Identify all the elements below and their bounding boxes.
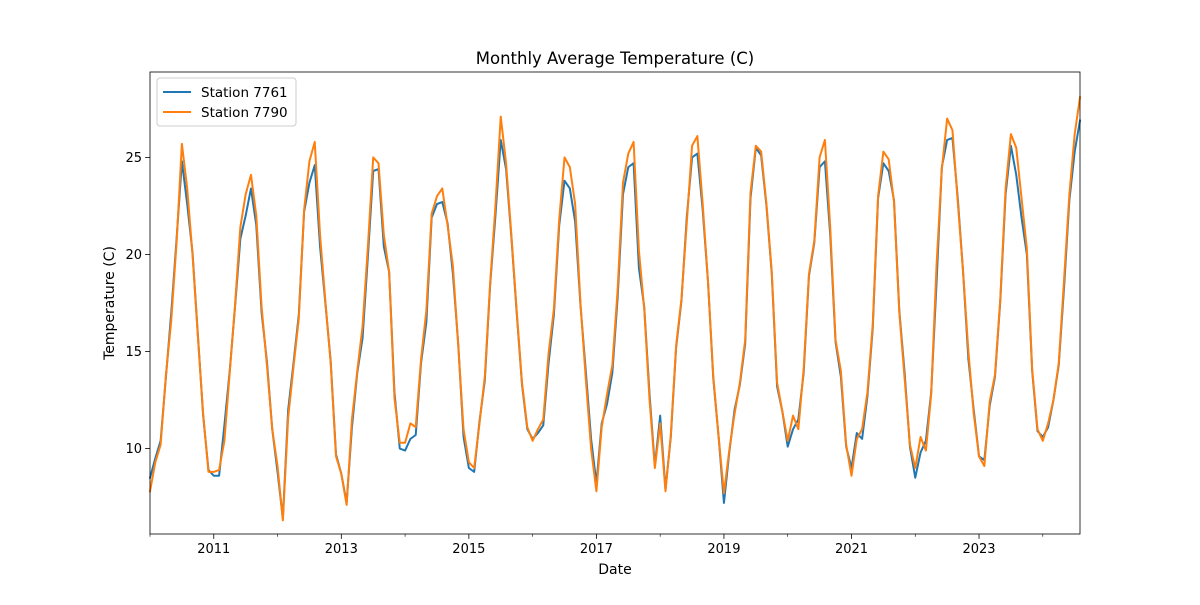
x-axis: 2011 2013 2015 2017 2019 2021 2023 [149, 534, 1044, 557]
x-tick-label-2019: 2019 [707, 542, 740, 557]
x-axis-label: Date [598, 562, 631, 578]
series-line-station-7790 [148, 96, 1082, 522]
legend-label-station-7790: Station 7790 [201, 105, 288, 121]
x-tick-label-2017: 2017 [580, 542, 613, 557]
legend-box [156, 77, 297, 127]
y-tick-label-15: 15 [125, 345, 142, 360]
series-layer [148, 96, 1082, 522]
y-tick-label-20: 20 [125, 248, 142, 263]
y-axis-label: Temperature (C) [102, 246, 118, 361]
y-tick-label-10: 10 [125, 442, 142, 457]
x-tick-label-2023: 2023 [962, 542, 995, 557]
chart-title: Monthly Average Temperature (C) [476, 49, 754, 68]
legend-label-station-7761: Station 7761 [201, 85, 288, 101]
x-tick-label-2021: 2021 [835, 542, 868, 557]
x-tick-label-2013: 2013 [325, 542, 358, 557]
y-tick-label-25: 25 [125, 151, 142, 166]
x-tick-label-2011: 2011 [197, 542, 230, 557]
legend: Station 7761 Station 7790 [156, 77, 297, 127]
plot-frame [149, 71, 1081, 535]
x-tick-label-2015: 2015 [452, 542, 485, 557]
y-axis: 10 15 20 25 [125, 151, 150, 457]
